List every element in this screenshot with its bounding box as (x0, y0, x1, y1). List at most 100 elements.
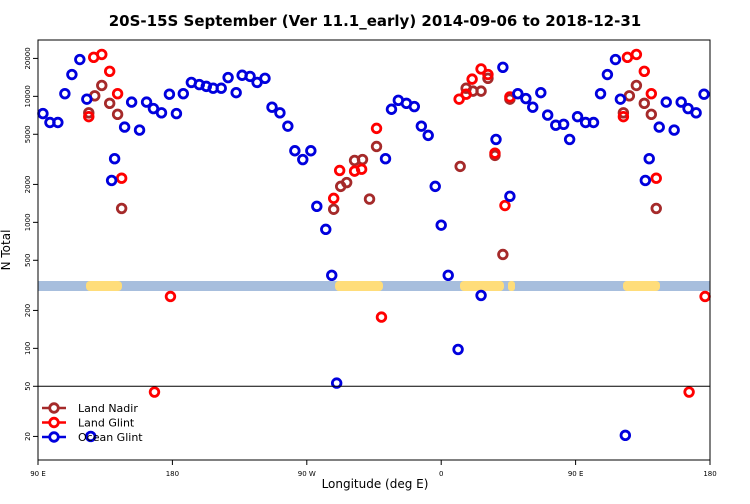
point (614, 93, 627, 105)
point (274, 107, 286, 119)
legend-marker (48, 416, 60, 429)
point (111, 108, 124, 121)
y-axis-label: N Total (0, 230, 13, 271)
y-tick-label: 20000 (24, 47, 32, 69)
y-tick-label: 10000 (24, 85, 32, 107)
point (327, 203, 340, 215)
point (630, 79, 643, 92)
point (645, 87, 658, 100)
y-tick-label: 20 (24, 432, 32, 441)
point (454, 160, 466, 173)
point (74, 53, 86, 66)
point (653, 121, 665, 133)
legend-marker (48, 431, 60, 443)
point (115, 202, 128, 215)
point (164, 290, 177, 303)
point (356, 153, 369, 166)
y-tick-label: 2000 (24, 176, 32, 194)
point (535, 86, 547, 99)
point (333, 164, 346, 177)
point (675, 96, 687, 108)
point (571, 110, 584, 123)
y-tick-label: 100 (24, 342, 32, 355)
point (499, 199, 511, 212)
point (66, 68, 78, 81)
point (475, 85, 487, 97)
point (650, 202, 662, 215)
point (59, 87, 71, 100)
point (37, 107, 49, 120)
point (375, 311, 388, 323)
point (103, 97, 116, 110)
point (699, 290, 711, 303)
land-strip (460, 281, 504, 291)
point (379, 152, 392, 165)
x-tick-label: 180 (703, 470, 716, 478)
x-axis-label: Longitude (deg E) (322, 477, 429, 491)
point (170, 107, 183, 120)
legend-label: Land Glint (78, 417, 135, 430)
point (155, 107, 168, 119)
land-strip (86, 281, 122, 291)
point (422, 129, 434, 142)
point (408, 100, 421, 113)
point (619, 429, 632, 442)
point (475, 289, 487, 302)
point (623, 90, 636, 102)
point (289, 145, 301, 157)
point (460, 88, 472, 100)
point (320, 223, 332, 236)
y-tick-label: 5000 (24, 125, 32, 143)
x-tick-label: 90 E (568, 470, 584, 478)
point (497, 248, 509, 261)
point (115, 172, 128, 184)
point (311, 200, 323, 213)
point (222, 71, 234, 84)
point (601, 68, 614, 81)
point (415, 120, 428, 132)
point (330, 377, 343, 389)
point (527, 101, 539, 113)
point (504, 190, 516, 202)
point (133, 124, 146, 136)
point (698, 88, 710, 100)
y-tick-label: 200 (24, 304, 32, 317)
legend-label: Land Nadir (78, 402, 138, 415)
point (111, 87, 124, 100)
land-ocean-strip (38, 281, 710, 291)
point (85, 430, 97, 443)
point (630, 48, 643, 61)
point (660, 96, 672, 108)
y-tick-label: 50 (24, 382, 32, 391)
point (638, 97, 650, 110)
point (148, 386, 161, 398)
point (215, 82, 227, 94)
point (690, 107, 702, 119)
x-tick-label: 90 E (30, 470, 46, 478)
point (125, 96, 138, 108)
point (617, 107, 630, 119)
point (355, 163, 368, 175)
point (435, 219, 447, 231)
point (96, 79, 108, 92)
y-tick-label: 1000 (24, 213, 32, 231)
point (340, 176, 353, 189)
point (118, 121, 131, 133)
point (442, 269, 454, 281)
point (541, 109, 554, 121)
point (52, 116, 64, 129)
point (326, 269, 338, 281)
y-tick-label: 500 (24, 254, 32, 267)
point (587, 116, 600, 129)
plot-frame (37, 39, 711, 461)
point (466, 73, 478, 85)
point (363, 193, 376, 205)
point (177, 87, 190, 100)
point (683, 386, 695, 398)
land-strip (335, 281, 383, 291)
x-tick-label: 180 (166, 470, 179, 478)
point (385, 103, 398, 115)
x-tick-label: 0 (439, 470, 443, 478)
point (370, 140, 383, 153)
point (609, 53, 622, 66)
